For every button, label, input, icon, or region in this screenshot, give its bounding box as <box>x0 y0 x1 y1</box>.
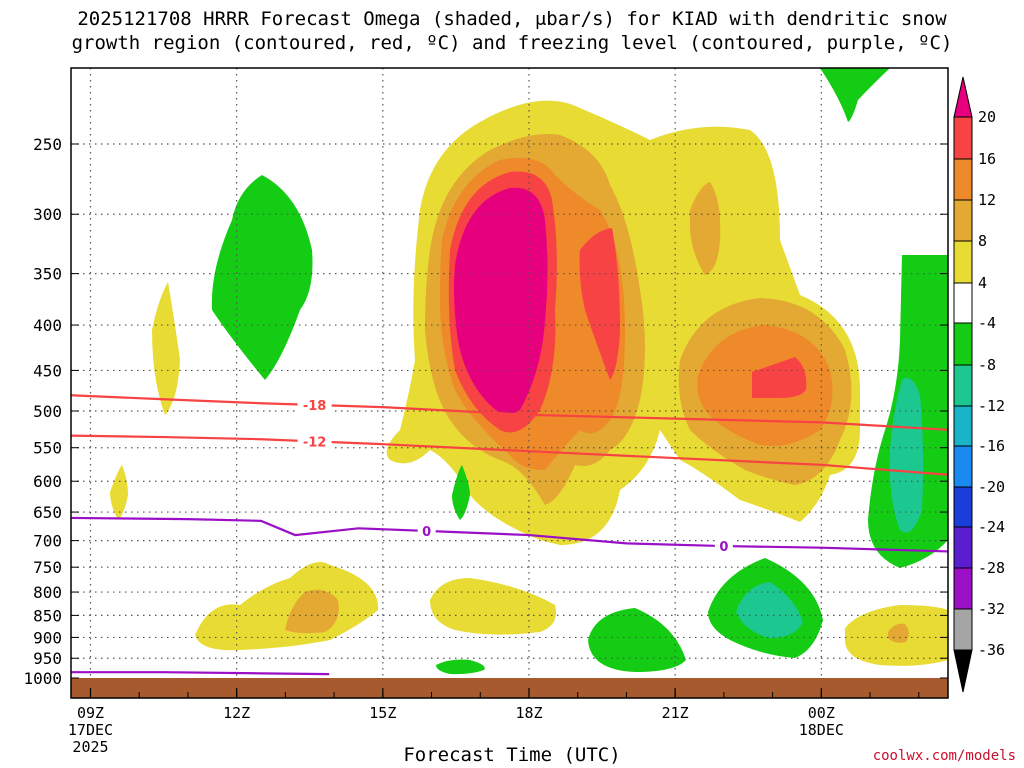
omega-shading <box>110 68 948 675</box>
omega-region-neg8-mid-small <box>452 465 470 520</box>
y-tick-label: 400 <box>33 316 62 335</box>
colorbar-swatch <box>953 240 973 284</box>
omega-region-neg8-surface <box>436 659 485 675</box>
x-tick-year: 2025 <box>72 738 108 756</box>
y-tick-label: 850 <box>33 606 62 625</box>
dgz-contour-label-bg <box>297 434 332 449</box>
colorbar-swatch <box>953 486 973 528</box>
dgz-contour-label: -18 <box>303 399 327 414</box>
colorbar-label: -28 <box>978 559 1005 577</box>
omega-region-16-right <box>752 357 807 398</box>
colorbar-label: 4 <box>978 274 987 292</box>
y-tick-label: 900 <box>33 628 62 647</box>
freezing-level-label-bg <box>417 523 436 538</box>
x-tick-label: 12Z <box>223 704 250 722</box>
y-tick-label: 800 <box>33 583 62 602</box>
y-tick-label: 350 <box>33 265 62 284</box>
colorbar-swatch <box>953 199 973 242</box>
y-axis: 250 300 350 400 450 500 550 600 650 700 750 800 850 9… <box>23 135 948 688</box>
colorbar-swatch <box>953 405 973 447</box>
y-tick-label: 500 <box>33 402 62 421</box>
colorbar-label: -20 <box>978 478 1005 496</box>
colorbar-label: 16 <box>978 150 996 168</box>
freezing-level-label: 0 <box>422 525 431 540</box>
colorbar-label: 8 <box>978 232 987 250</box>
credit-text: coolwx.com/models <box>872 748 1016 764</box>
x-tick-label: 15Z <box>369 704 396 722</box>
omega-region-4-low-mid <box>430 578 556 635</box>
y-tick-label: 450 <box>33 361 62 380</box>
colorbar-top-triangle <box>953 76 973 118</box>
colorbar-label: -24 <box>978 518 1005 536</box>
omega-region-neg8-top-right <box>820 68 890 122</box>
y-tick-label: 650 <box>33 503 62 522</box>
omega-region-4-left <box>152 282 180 415</box>
omega-region-4-low-left <box>195 561 379 651</box>
dgz-contour-label-bg <box>297 397 332 412</box>
y-tick-label: 300 <box>33 205 62 224</box>
dgz-contour-label: -12 <box>303 435 327 450</box>
colorbar-swatch <box>953 116 973 160</box>
x-tick-label: 18Z <box>515 704 542 722</box>
colorbar-swatch <box>953 567 973 610</box>
y-tick-label: 600 <box>33 472 62 491</box>
colorbar-label: -4 <box>978 314 996 332</box>
y-tick-label: 550 <box>33 439 62 458</box>
omega-region-16-side <box>579 228 620 380</box>
x-tick-label: 21Z <box>662 704 689 722</box>
omega-region-neg8-upper-left <box>211 175 313 380</box>
colorbar-label: 20 <box>978 108 996 126</box>
freezing-level-line <box>71 671 330 676</box>
colorbar-label: -32 <box>978 600 1005 618</box>
colorbar-label: -8 <box>978 356 996 374</box>
colorbar-label: -12 <box>978 397 1005 415</box>
x-tick-date: 18DEC <box>799 721 844 739</box>
colorbar-label: 12 <box>978 191 996 209</box>
dgz-contour-line <box>70 434 949 476</box>
colorbar-swatch <box>953 608 973 651</box>
y-tick-label: 700 <box>33 532 62 551</box>
y-tick-label: 750 <box>33 558 62 577</box>
y-tick-label: 250 <box>33 135 62 154</box>
colorbar-swatch <box>953 322 973 366</box>
y-tick-label: 950 <box>33 649 62 668</box>
x-tick-label: 09Z <box>77 704 104 722</box>
chart-title-line-1: 2025121708 HRRR Forecast Omega (shaded, … <box>77 8 947 30</box>
grid-lines <box>71 68 948 678</box>
plot-frame <box>70 67 949 699</box>
omega-region-4-small <box>110 465 128 520</box>
omega-region-8-low-left <box>285 589 339 634</box>
colorbar-swatch <box>953 364 973 407</box>
x-tick-date: 17DEC <box>68 721 113 739</box>
omega-region-8-low-right <box>888 623 909 643</box>
omega-region-neg12-right <box>889 377 924 533</box>
colorbar: 20 16 12 8 4 -4 -8 -12 -16 -20 -24 -28 -32 -36 <box>953 76 1005 693</box>
colorbar-label: -36 <box>978 641 1005 659</box>
ground-bar <box>71 678 948 698</box>
omega-region-neg12-low-right <box>736 582 803 638</box>
contour-lines: -18 -12 0 0 <box>70 394 949 676</box>
colorbar-swatch <box>953 526 973 569</box>
freezing-level-label-bg <box>714 539 733 554</box>
freezing-level-label: 0 <box>719 540 728 555</box>
dgz-contour-line <box>70 394 949 431</box>
colorbar-bottom-triangle <box>953 649 973 693</box>
x-tick-label: 00Z <box>808 704 835 722</box>
colorbar-label: -16 <box>978 437 1005 455</box>
colorbar-swatch <box>953 158 973 201</box>
colorbar-swatch <box>953 282 973 324</box>
omega-region-neg8-low-mid <box>588 608 686 672</box>
chart-title-line-2: growth region (contoured, red, ºC) and f… <box>71 32 953 54</box>
omega-region-8-upper <box>690 182 721 275</box>
colorbar-swatch <box>953 445 973 488</box>
x-axis-label: Forecast Time (UTC) <box>403 744 621 766</box>
omega-region-20-core <box>454 187 548 414</box>
y-tick-label: 1000 <box>23 669 62 688</box>
